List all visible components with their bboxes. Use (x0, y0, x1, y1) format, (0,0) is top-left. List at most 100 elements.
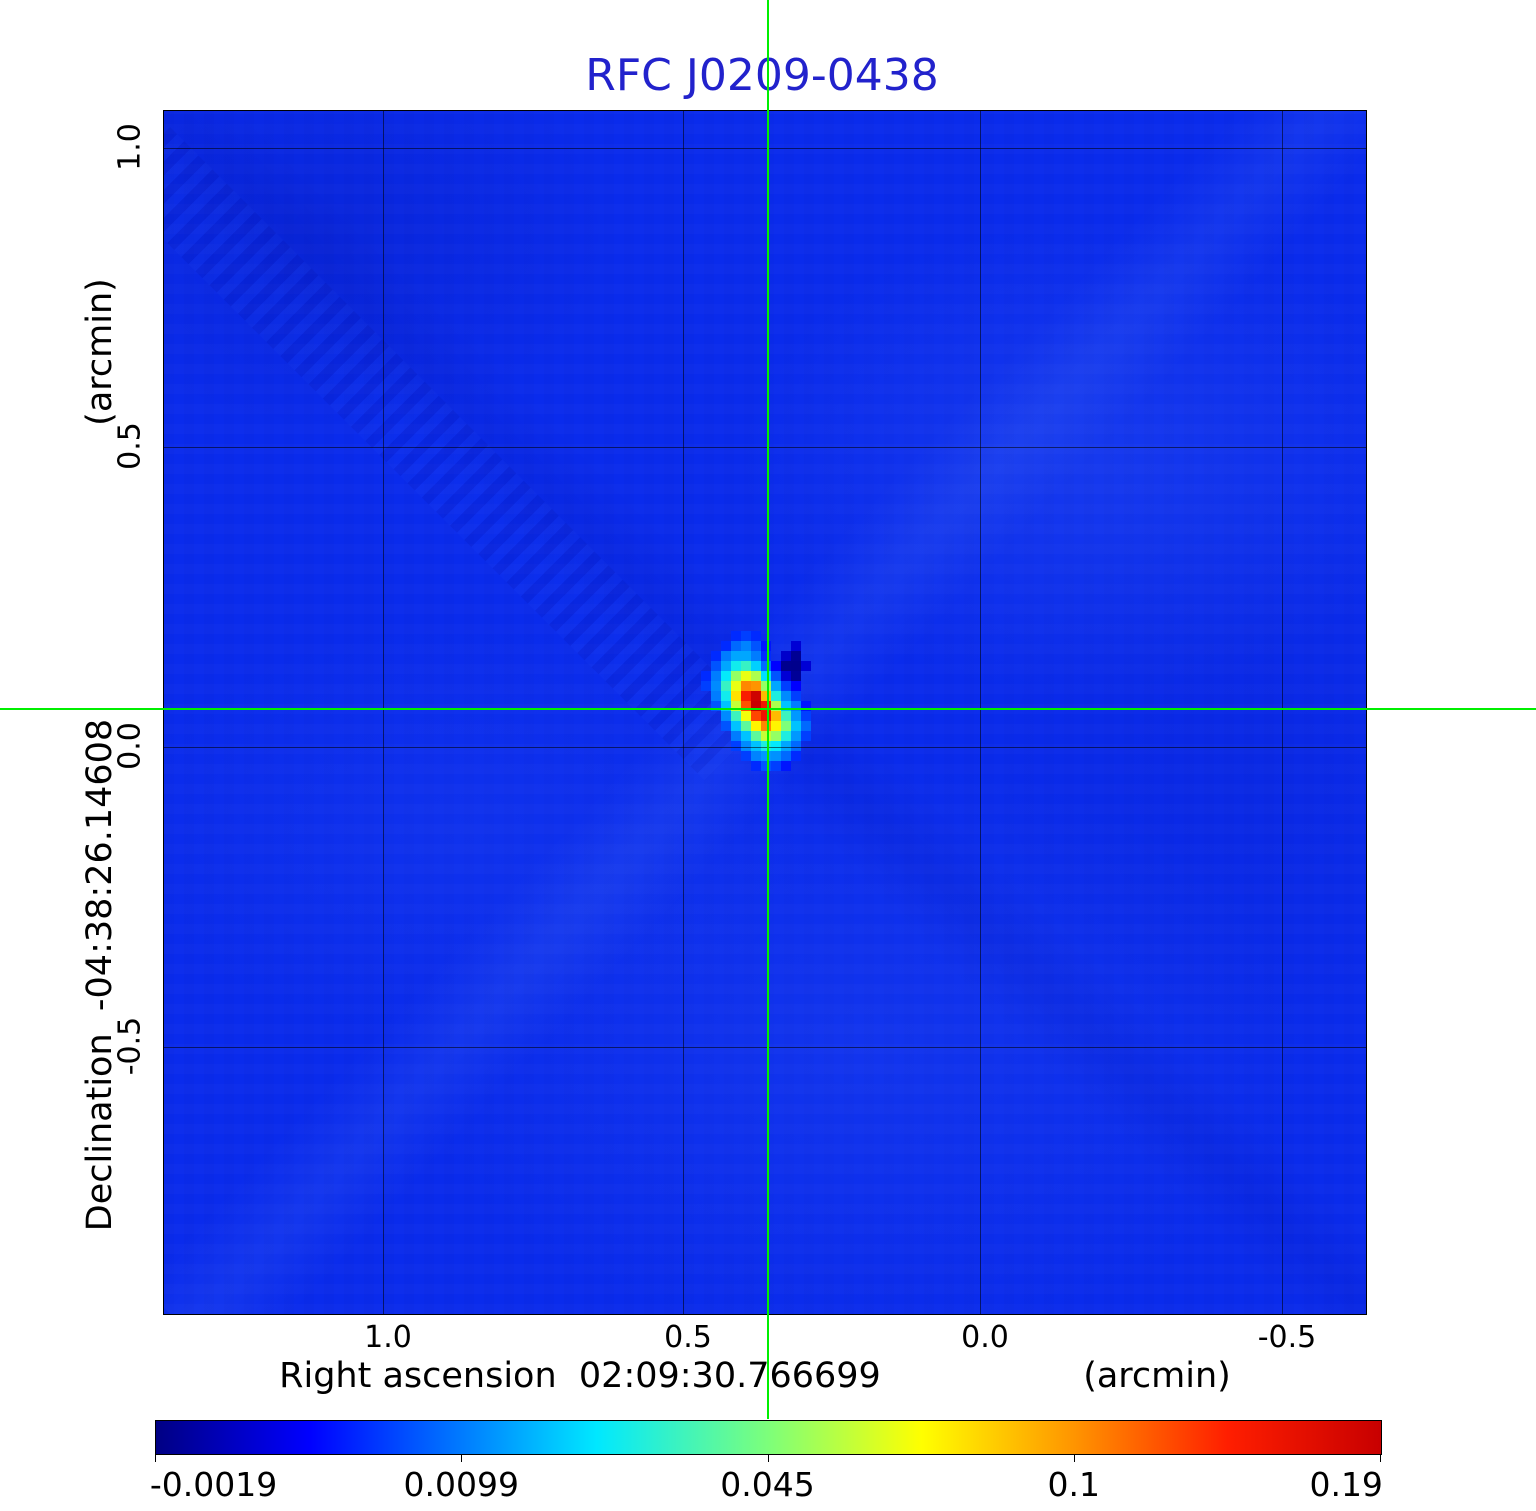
heatmap-cell (781, 701, 791, 711)
colorbar-tick (461, 1455, 463, 1462)
heatmap-cell (741, 741, 751, 751)
heatmap-cell (761, 641, 771, 651)
heatmap-cell (751, 761, 761, 771)
colorbar-tick-label: 0.19 (1309, 1465, 1383, 1504)
gridline-vertical (980, 111, 981, 1314)
heatmap-cell (771, 731, 781, 741)
heatmap-cell (741, 651, 751, 661)
heatmap-cell (731, 681, 741, 691)
gridline-vertical (383, 111, 384, 1314)
heatmap-cell (761, 671, 771, 681)
heatmap-cell (791, 701, 801, 711)
heatmap-cell (771, 691, 781, 701)
heatmap-cell (761, 651, 771, 661)
heatmap-cell (771, 751, 781, 761)
heatmap-cell (731, 711, 741, 721)
heatmap-cell (741, 631, 751, 641)
heatmap-cell (781, 721, 791, 731)
heatmap-cell (781, 681, 791, 691)
heatmap-cell (721, 721, 731, 731)
heatmap-cell (701, 681, 711, 691)
heatmap-cell (761, 751, 771, 761)
colorbar (155, 1420, 1382, 1455)
heatmap-cell (801, 711, 811, 721)
heatmap-cell (711, 661, 721, 671)
colorbar-tick (1073, 1455, 1075, 1462)
heatmap-cell (771, 761, 781, 771)
heatmap-cell (711, 691, 721, 701)
heatmap-cell (791, 681, 801, 691)
heatmap-cell (721, 711, 731, 721)
y-tick-label: -0.5 (112, 1016, 148, 1076)
heatmap-cell (701, 671, 711, 681)
heatmap-cell (771, 741, 781, 751)
heatmap-cell (741, 681, 751, 691)
colorbar-tick (155, 1455, 156, 1462)
crosshair-horizontal-line (0, 708, 1536, 710)
heatmap-cell (751, 731, 761, 741)
heatmap-cell (781, 761, 791, 771)
heatmap-cell (791, 661, 801, 671)
heatmap-cell (711, 681, 721, 691)
heatmap-cell (721, 661, 731, 671)
x-tick-label: 0.5 (664, 1320, 712, 1355)
heatmap-cell (781, 691, 791, 701)
gridline-horizontal (164, 447, 1366, 448)
heatmap-cell (731, 661, 741, 671)
heatmap-cell (751, 631, 761, 641)
heatmap-cell (731, 671, 741, 681)
x-tick-label: 1.0 (364, 1320, 412, 1355)
gridline-horizontal (164, 1047, 1366, 1048)
heatmap-cell (781, 651, 791, 661)
heatmap-cell (781, 751, 791, 761)
heatmap-cell (781, 731, 791, 741)
heatmap-cell (721, 691, 731, 701)
page-title: RFC J0209-0438 (585, 50, 939, 101)
heatmap-cell (731, 691, 741, 701)
heatmap-cell (791, 741, 801, 751)
heatmap-cell (751, 651, 761, 661)
x-tick-label: -0.5 (1257, 1320, 1317, 1355)
colorbar-tick-label: 0.0099 (403, 1465, 519, 1504)
heatmap-cell (741, 721, 751, 731)
heatmap-cell (761, 661, 771, 671)
heatmap-cell (771, 681, 781, 691)
plot-area (163, 110, 1367, 1315)
heatmap-cell (741, 711, 751, 721)
heatmap-cell (741, 671, 751, 681)
heatmap-cell (741, 661, 751, 671)
heatmap-cell (751, 751, 761, 761)
heatmap-cell (721, 681, 731, 691)
y-axis-unit-label: (arcmin) (80, 278, 120, 426)
gridline-horizontal (164, 148, 1366, 149)
x-axis-title: Right ascension 02:09:30.766699 (279, 1356, 881, 1396)
heatmap-cell (781, 671, 791, 681)
heatmap-cell (721, 651, 731, 661)
heatmap-cell (781, 661, 791, 671)
heatmap-cell (721, 641, 731, 651)
heatmap-cell (781, 741, 791, 751)
heatmap-cell (731, 731, 741, 741)
heatmap-cell (761, 681, 771, 691)
heatmap-cell (731, 701, 741, 711)
heatmap-cell (761, 731, 771, 741)
y-tick-label: 0.5 (112, 422, 148, 470)
heatmap-cell (761, 741, 771, 751)
heatmap-cell (791, 691, 801, 701)
heatmap-cell (761, 761, 771, 771)
heatmap-cell (761, 691, 771, 701)
heatmap-cell (741, 691, 751, 701)
heatmap-cell (751, 641, 761, 651)
x-tick-label: 0.0 (961, 1320, 1009, 1355)
gridline-vertical (1282, 111, 1283, 1314)
y-axis-title: Declination -04:38:26.14608 (80, 718, 120, 1232)
heatmap-cell (741, 751, 751, 761)
y-tick-label: 1.0 (112, 123, 148, 171)
heatmap-cell (761, 711, 771, 721)
heatmap-cell (791, 711, 801, 721)
heatmap-cell (721, 671, 731, 681)
heatmap-cell (751, 711, 761, 721)
heatmap-cell (751, 681, 761, 691)
x-axis-unit-label: (arcmin) (1083, 1356, 1231, 1396)
gridline-vertical (683, 111, 684, 1314)
